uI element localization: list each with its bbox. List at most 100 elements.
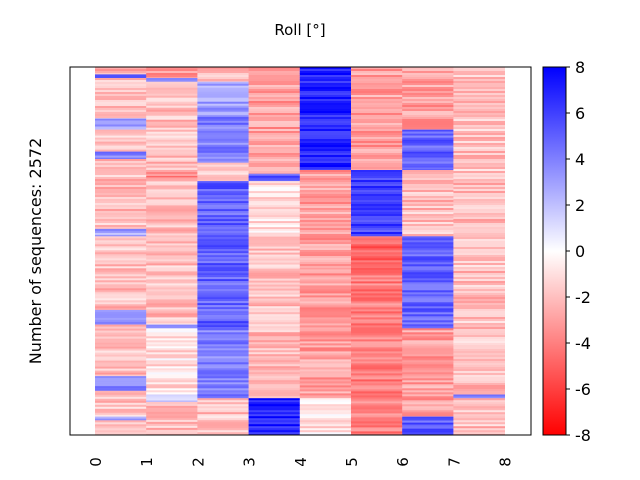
heatmap-cell xyxy=(351,174,403,177)
heatmap-cell xyxy=(351,147,403,150)
heatmap-cell xyxy=(95,126,147,129)
heatmap-cell xyxy=(453,101,505,104)
heatmap-cell xyxy=(95,78,147,81)
heatmap-cell xyxy=(197,424,249,427)
heatmap-cell xyxy=(351,321,403,324)
heatmap-cell xyxy=(299,307,352,310)
heatmap-cell xyxy=(351,151,403,154)
heatmap-cell xyxy=(453,379,505,382)
heatmap-cell xyxy=(248,396,301,399)
heatmap-cell xyxy=(351,266,403,269)
heatmap-cell xyxy=(299,377,352,380)
heatmap-cell xyxy=(299,331,352,334)
heatmap-cell xyxy=(146,386,198,389)
heatmap-cell xyxy=(453,291,505,294)
heatmap-cell xyxy=(402,159,454,162)
heatmap-cell xyxy=(248,163,301,166)
heatmap-cell xyxy=(95,376,147,379)
heatmap-cell xyxy=(95,181,147,184)
heatmap-cell xyxy=(402,340,454,343)
heatmap-cell xyxy=(197,113,249,116)
heatmap-cell xyxy=(351,75,403,78)
heatmap-cell xyxy=(402,105,454,108)
heatmap-cell xyxy=(146,374,198,377)
heatmap-cell xyxy=(95,309,147,313)
heatmap-cell xyxy=(299,236,352,239)
heatmap-cell xyxy=(453,233,505,236)
heatmap-cell xyxy=(248,326,301,329)
heatmap-cell xyxy=(402,270,454,273)
heatmap-cell xyxy=(146,145,198,148)
heatmap-cell xyxy=(351,395,403,398)
heatmap-cell xyxy=(146,427,198,431)
heatmap-cell xyxy=(95,161,147,164)
heatmap-cell xyxy=(453,430,505,433)
heatmap-cell xyxy=(402,366,454,369)
heatmap-cell xyxy=(351,297,403,300)
heatmap-cell xyxy=(402,318,454,321)
heatmap-cell xyxy=(299,299,352,302)
heatmap-cell xyxy=(453,213,505,216)
heatmap-cell xyxy=(299,260,352,263)
heatmap-cell xyxy=(248,368,301,371)
heatmap-cell xyxy=(197,388,249,391)
heatmap-cell xyxy=(299,387,352,390)
heatmap-cell xyxy=(453,199,505,202)
heatmap-cell xyxy=(197,118,249,122)
heatmap-cell xyxy=(95,171,147,174)
heatmap-cell xyxy=(351,135,403,138)
heatmap-cell xyxy=(299,240,352,243)
heatmap-cell xyxy=(146,189,198,192)
heatmap-cell xyxy=(299,414,352,417)
heatmap-cell xyxy=(402,338,454,341)
heatmap-cell xyxy=(351,373,403,376)
heatmap-cell xyxy=(197,430,249,433)
heatmap-cell xyxy=(146,113,198,116)
heatmap-cell xyxy=(248,157,301,160)
heatmap-cell xyxy=(248,69,301,72)
heatmap-cell xyxy=(453,179,505,182)
heatmap-cell xyxy=(453,257,505,260)
heatmap-cell xyxy=(146,356,198,359)
heatmap-cell xyxy=(402,256,454,259)
heatmap-cell xyxy=(351,391,403,394)
heatmap-cell xyxy=(146,165,198,168)
heatmap-cell xyxy=(146,221,198,224)
heatmap-cell xyxy=(402,262,454,265)
heatmap-cell xyxy=(402,73,454,76)
heatmap-cell xyxy=(453,185,505,188)
heatmap-cell xyxy=(453,167,505,170)
heatmap-cell xyxy=(95,426,147,429)
heatmap-cell xyxy=(453,287,505,290)
heatmap-cell xyxy=(402,326,454,329)
heatmap-cell xyxy=(351,91,403,94)
heatmap-cell xyxy=(146,69,198,72)
heatmap-cell xyxy=(402,182,454,185)
heatmap-cell xyxy=(95,205,147,208)
heatmap-cell xyxy=(299,285,352,288)
heatmap-cell xyxy=(248,147,301,150)
heatmap-cell xyxy=(95,165,147,168)
heatmap-cell xyxy=(95,270,147,273)
heatmap-cell xyxy=(453,361,505,364)
heatmap-cell xyxy=(248,406,301,409)
heatmap-cell xyxy=(95,193,147,196)
heatmap-cell xyxy=(95,338,147,341)
heatmap-cell xyxy=(299,206,352,209)
heatmap-cell xyxy=(402,238,454,241)
colorbar-tick-label: 4 xyxy=(575,150,585,169)
heatmap-cell xyxy=(248,125,301,128)
heatmap-cell xyxy=(248,205,301,208)
heatmap-cell xyxy=(402,304,454,307)
heatmap-cell xyxy=(453,398,505,401)
heatmap-cell xyxy=(453,410,505,413)
heatmap-cell xyxy=(299,412,352,415)
x-tick-label: 2 xyxy=(189,457,207,467)
heatmap-cell xyxy=(453,281,505,284)
heatmap-cell xyxy=(299,246,352,249)
heatmap-cell xyxy=(402,294,454,297)
heatmap-cell xyxy=(146,291,198,294)
heatmap-cell xyxy=(146,411,198,415)
x-tick-label: 6 xyxy=(394,457,412,467)
heatmap-cell xyxy=(402,155,454,158)
